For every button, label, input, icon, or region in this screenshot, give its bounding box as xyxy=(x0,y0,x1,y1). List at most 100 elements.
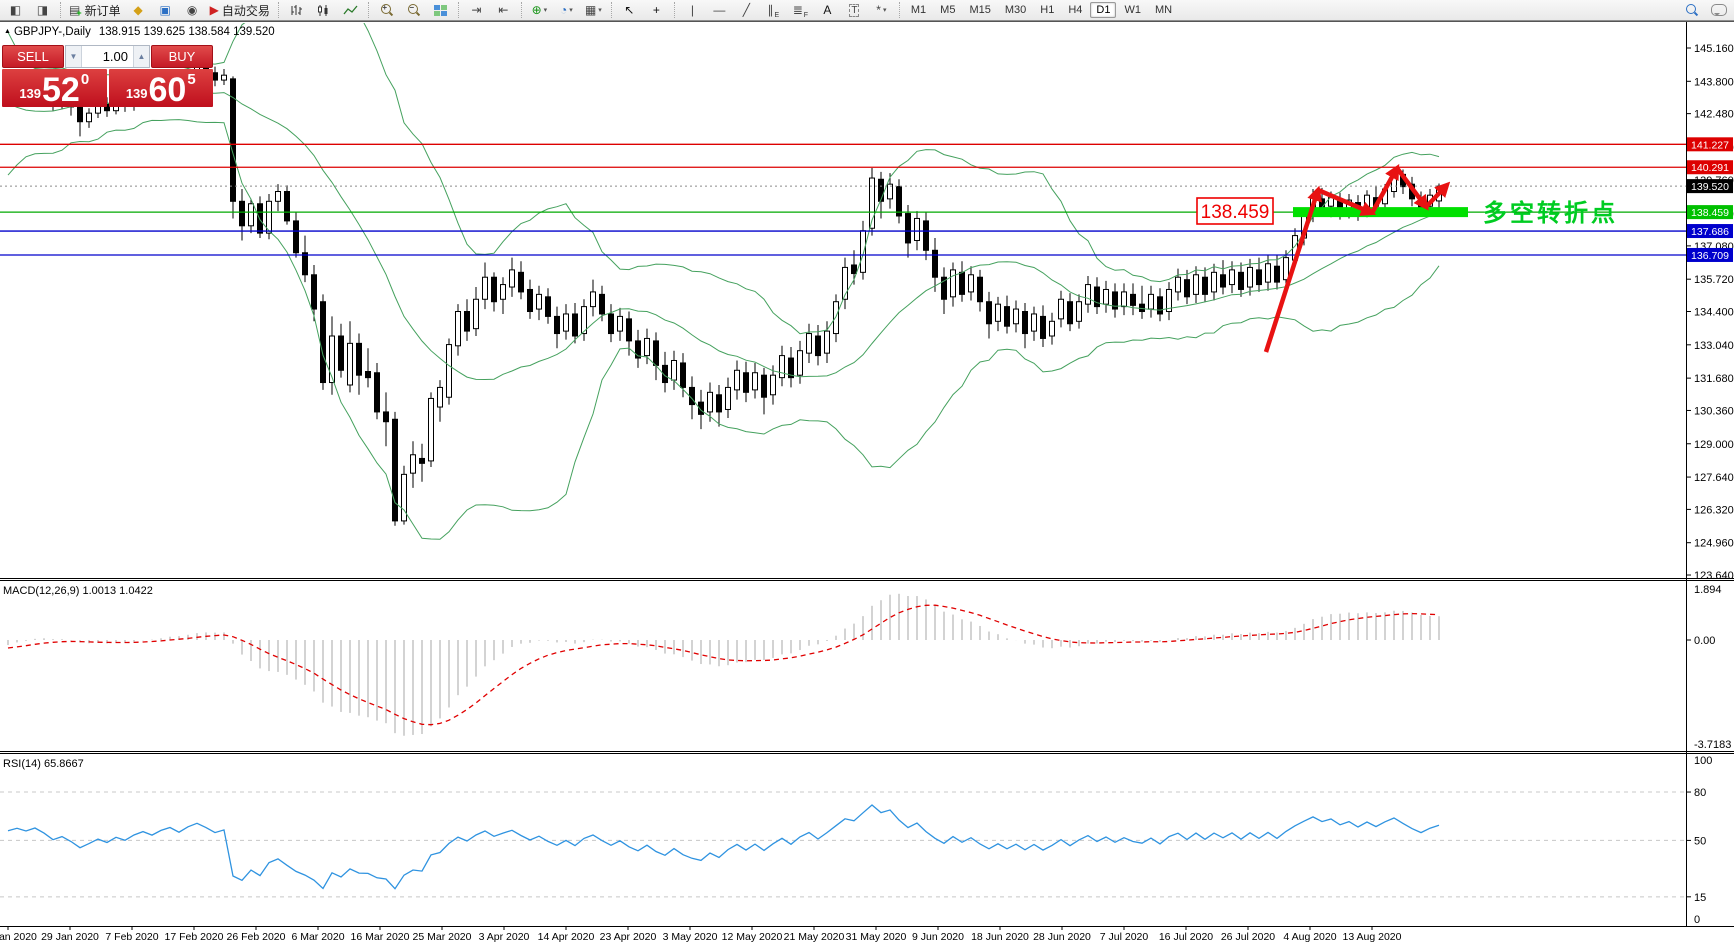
main-toolbar: ◧ ◨ ▤ + 新订单 ◆ ▣ ◉ ▶ 自动交易 + − ⇥ ⇤ ⊕ ▾ ◔ ▾ ▦ ▾ ↖ + | — ╱ ∥ E ≣ F A T * ▾ M1… xyxy=(0,0,1734,21)
timeframe-mn-button[interactable]: MN xyxy=(1154,4,1173,16)
candles-layer xyxy=(5,53,1442,526)
indicators-icon[interactable]: ⊕ ▾ xyxy=(531,3,548,17)
sell-price-big: 52 xyxy=(42,70,80,109)
timeframe-h4-button[interactable]: H4 xyxy=(1068,4,1083,16)
vertical-line-icon[interactable]: | xyxy=(690,3,694,17)
volume-decrease-button[interactable]: ▼ xyxy=(66,46,82,67)
trend-arrow[interactable] xyxy=(1370,163,1400,215)
data-window-icon[interactable]: ◨ xyxy=(36,3,49,17)
timeframe-h1-button[interactable]: H1 xyxy=(1040,4,1055,16)
terminal-icon[interactable]: ▣ xyxy=(159,3,171,17)
svg-text:100: 100 xyxy=(1694,755,1712,767)
deposit-icon[interactable]: ◆ xyxy=(133,3,143,17)
zoom-in-icon[interactable]: + xyxy=(374,0,399,20)
volume-increase-button[interactable]: ▲ xyxy=(133,46,149,67)
main-chart-plot xyxy=(0,23,1686,540)
autotrading-button[interactable]: ▶ 自动交易 xyxy=(209,3,270,18)
svg-text:145.160: 145.160 xyxy=(1694,43,1734,55)
timeframe-m1-button[interactable]: M1 xyxy=(910,4,927,16)
svg-text:7 Jul 2020: 7 Jul 2020 xyxy=(1100,931,1149,943)
svg-text:0.00: 0.00 xyxy=(1694,635,1715,647)
svg-text:127.640: 127.640 xyxy=(1694,472,1734,484)
annotations[interactable]: 138.459 多空转折点 xyxy=(1196,163,1618,353)
buy-button[interactable]: BUY xyxy=(151,45,213,68)
line-chart-icon[interactable] xyxy=(338,0,363,20)
auto-scroll-icon[interactable]: ⇥ xyxy=(471,3,482,17)
svg-text:136.709: 136.709 xyxy=(1691,250,1729,262)
fibonacci-icon[interactable]: ≣ F xyxy=(792,3,809,19)
candlestick-chart-icon[interactable] xyxy=(311,0,336,20)
bollinger-bands xyxy=(7,23,1440,540)
sell-price[interactable]: 139 52 0 xyxy=(2,69,107,107)
market-watch-icon[interactable]: ◧ xyxy=(9,3,22,17)
svg-text:21 May 2020: 21 May 2020 xyxy=(784,931,845,943)
svg-text:142.480: 142.480 xyxy=(1694,109,1734,121)
trendline-icon[interactable]: ╱ xyxy=(742,3,750,17)
signals-icon[interactable]: ◉ xyxy=(186,3,198,17)
svg-text:129.000: 129.000 xyxy=(1694,439,1734,451)
horizontal-line-icon[interactable]: — xyxy=(713,3,726,17)
chart-shift-icon[interactable]: ⇤ xyxy=(498,3,509,17)
svg-text:26 Jul 2020: 26 Jul 2020 xyxy=(1221,931,1275,943)
svg-text:16 Mar 2020: 16 Mar 2020 xyxy=(351,931,410,943)
svg-text:6 Mar 2020: 6 Mar 2020 xyxy=(291,931,344,943)
trend-arrow[interactable] xyxy=(1263,185,1323,353)
price-callout-box[interactable] xyxy=(1196,197,1274,225)
svg-text:17 Feb 2020: 17 Feb 2020 xyxy=(165,931,224,943)
zoom-out-icon[interactable]: − xyxy=(401,0,426,20)
tile-windows-icon[interactable] xyxy=(428,0,453,20)
bar-chart-icon[interactable] xyxy=(284,0,309,20)
svg-text:134.400: 134.400 xyxy=(1694,307,1734,319)
timeframe-d1-button[interactable]: D1 xyxy=(1090,2,1117,18)
chart-marker-icon: ▲ xyxy=(4,28,11,35)
svg-text:RSI(14) 65.8667: RSI(14) 65.8667 xyxy=(3,758,84,770)
support-resistance-bar[interactable] xyxy=(1293,207,1468,218)
symbol-ohlc-values: 138.915 139.625 138.584 139.520 xyxy=(98,26,275,38)
trend-arrow[interactable] xyxy=(1395,166,1429,211)
svg-text:133.040: 133.040 xyxy=(1694,340,1734,352)
svg-text:28 Jun 2020: 28 Jun 2020 xyxy=(1033,931,1091,943)
rsi-panel: RSI(14) 65.8667 80 50 15 100 0 xyxy=(0,755,1712,926)
templates-icon[interactable]: ▦ ▾ xyxy=(584,3,602,17)
volume-stepper[interactable]: ▼ 1.00 ▲ xyxy=(65,45,150,68)
search-icon[interactable] xyxy=(1679,0,1704,20)
timeframe-m30-button[interactable]: M30 xyxy=(1004,4,1027,16)
svg-text:1.894: 1.894 xyxy=(1694,584,1722,596)
timeframe-m15-button[interactable]: M15 xyxy=(969,4,991,16)
svg-text:12 May 2020: 12 May 2020 xyxy=(722,931,783,943)
trend-arrow[interactable] xyxy=(1424,181,1451,209)
periods-icon[interactable]: ◔ ▾ xyxy=(559,3,573,17)
text-icon[interactable]: A xyxy=(823,3,832,17)
text-label-icon[interactable]: T xyxy=(849,3,860,17)
cursor-icon[interactable]: ↖ xyxy=(624,3,635,17)
chat-icon[interactable] xyxy=(1706,0,1731,20)
buy-price[interactable]: 139 60 5 xyxy=(108,69,213,107)
svg-text:80: 80 xyxy=(1694,787,1706,799)
arrows-icon[interactable]: * ▾ xyxy=(876,3,887,17)
turning-point-label: 多空转折点 xyxy=(1483,199,1618,227)
new-order-button[interactable]: ▤ + 新订单 xyxy=(69,3,121,19)
sell-button[interactable]: SELL xyxy=(2,45,64,68)
symbol-name: GBPJPY-,Daily xyxy=(13,26,91,38)
svg-text:20 Jan 2020: 20 Jan 2020 xyxy=(0,931,37,943)
svg-text:16 Jul 2020: 16 Jul 2020 xyxy=(1159,931,1213,943)
trend-arrow[interactable] xyxy=(1317,187,1377,216)
svg-text:4 Aug 2020: 4 Aug 2020 xyxy=(1283,931,1336,943)
svg-text:130.360: 130.360 xyxy=(1694,405,1734,417)
svg-text:9 Jun 2020: 9 Jun 2020 xyxy=(912,931,964,943)
svg-text:50: 50 xyxy=(1694,835,1706,847)
svg-text:0: 0 xyxy=(1694,914,1700,926)
svg-text:29 Jan 2020: 29 Jan 2020 xyxy=(41,931,99,943)
svg-text:139.520: 139.520 xyxy=(1691,181,1729,193)
svg-text:141.227: 141.227 xyxy=(1691,139,1729,151)
volume-value[interactable]: 1.00 xyxy=(102,49,128,64)
timeframe-m5-button[interactable]: M5 xyxy=(940,4,956,16)
crosshair-icon[interactable]: + xyxy=(652,3,660,17)
buy-price-prefix: 139 xyxy=(125,86,148,101)
buy-price-sup: 5 xyxy=(187,71,196,88)
svg-text:126.320: 126.320 xyxy=(1694,504,1734,516)
timeframe-w1-button[interactable]: W1 xyxy=(1124,4,1141,16)
svg-text:131.680: 131.680 xyxy=(1694,373,1734,385)
equidistant-channel-icon[interactable]: ∥ E xyxy=(767,3,780,19)
